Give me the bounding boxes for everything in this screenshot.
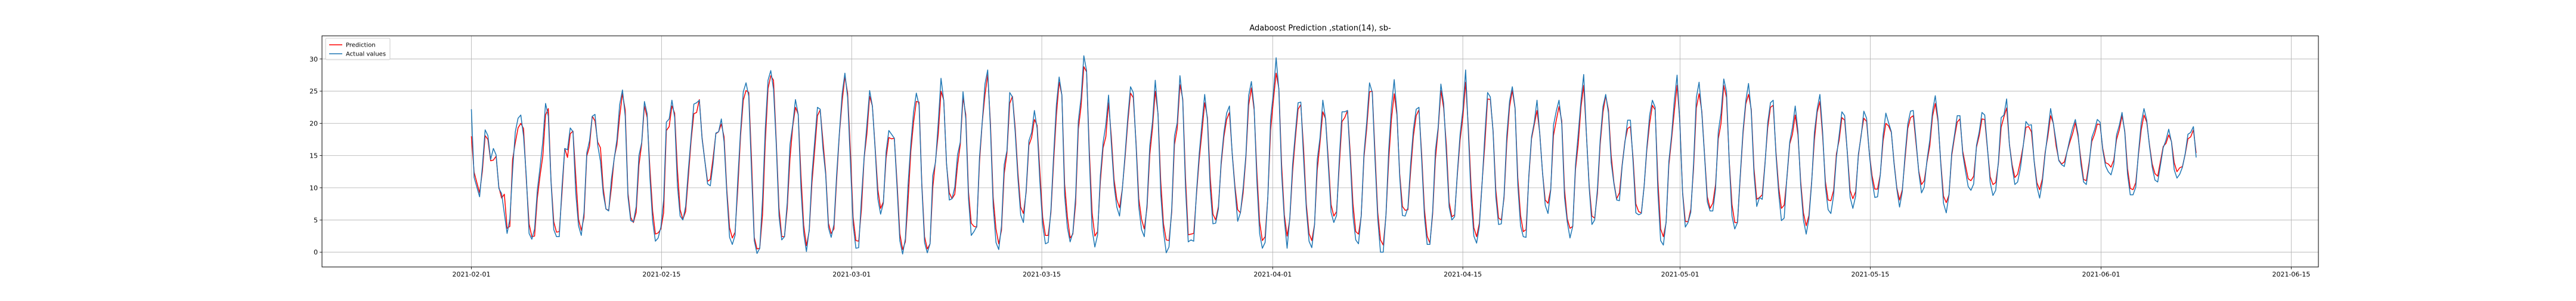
series-line-actual-values: [470, 55, 2197, 255]
x-tick-label: 2021-03-01: [832, 271, 871, 278]
x-axis: 2021-02-01 2021-02-15 2021-03-01 2021-03-15…: [453, 267, 2310, 278]
chart-title: Adaboost Prediction ,station(14), sb-: [1249, 24, 1391, 33]
y-tick-label: 5: [314, 216, 318, 224]
series-line-prediction: [470, 66, 2197, 250]
y-tick-label: 25: [309, 88, 318, 96]
x-tick-label: 2021-06-15: [2272, 271, 2310, 278]
x-tick-label: 2021-06-01: [2082, 271, 2120, 278]
x-tick-label: 2021-05-15: [1851, 271, 1889, 278]
y-tick-label: 20: [309, 120, 318, 128]
x-tick-label: 2021-05-01: [1661, 271, 1699, 278]
axes-frame: [321, 35, 2319, 268]
y-tick-label: 0: [314, 248, 318, 256]
y-tick-label: 15: [309, 152, 318, 160]
legend-label-actual-values: Actual values: [346, 51, 386, 58]
x-tick-label: 2021-02-15: [642, 271, 680, 278]
y-axis: 0 5 10 15 20 25 30: [309, 56, 322, 256]
x-tick-label: 2021-04-01: [1253, 271, 1292, 278]
x-tick-label: 2021-03-15: [1023, 271, 1061, 278]
series-layer: [470, 55, 2197, 255]
grid: [322, 36, 2318, 267]
legend: Prediction Actual values: [325, 38, 391, 60]
legend-box: [325, 38, 391, 60]
y-tick-label: 30: [309, 56, 318, 63]
x-tick-label: 2021-02-01: [453, 271, 491, 278]
legend-label-prediction: Prediction: [346, 42, 376, 49]
y-tick-label: 10: [309, 184, 318, 192]
x-tick-label: 2021-04-15: [1444, 271, 1482, 278]
